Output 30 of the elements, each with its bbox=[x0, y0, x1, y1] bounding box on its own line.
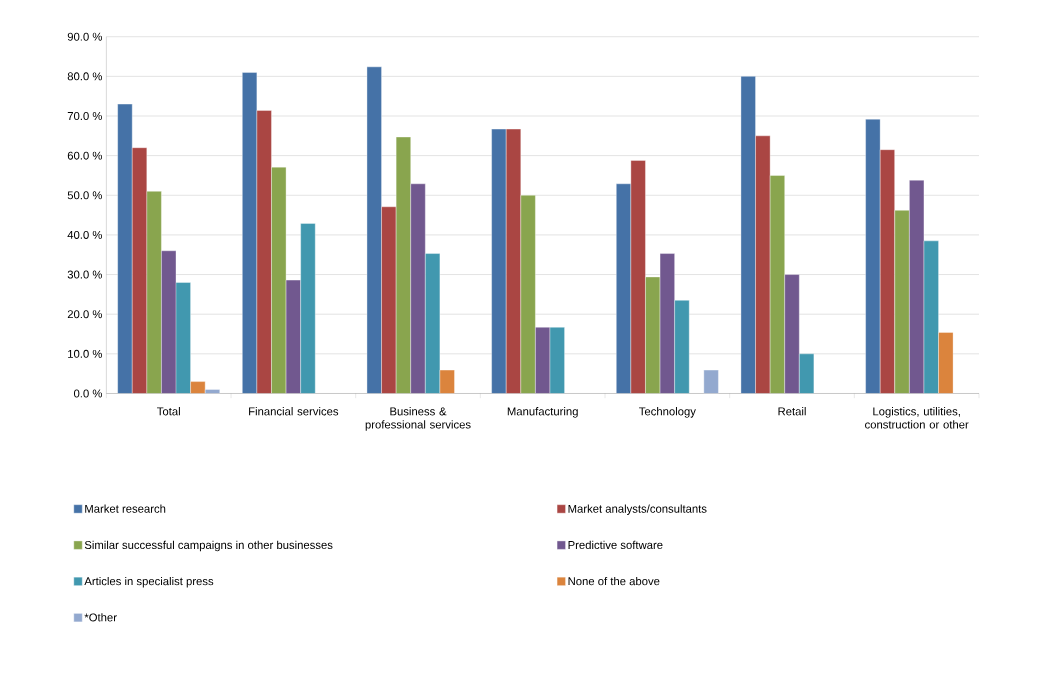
bar bbox=[894, 210, 910, 394]
x-tick-label: Manufacturing bbox=[507, 407, 578, 418]
y-tick-label: 60.0 % bbox=[67, 151, 102, 160]
y-tick-label: 0.0 % bbox=[73, 389, 103, 398]
x-tick-label: Retail bbox=[778, 407, 806, 416]
x-tick-label: Technology bbox=[639, 407, 696, 418]
y-tick-label: 30.0 % bbox=[67, 270, 102, 279]
y-tick-label: 70.0 % bbox=[67, 112, 102, 121]
bar bbox=[784, 274, 800, 394]
bar bbox=[410, 183, 426, 394]
legend-label: *Other bbox=[84, 613, 117, 622]
bar bbox=[520, 195, 536, 394]
x-tick-label: Total bbox=[157, 407, 180, 416]
legend-label: Predictive software bbox=[568, 540, 663, 550]
y-tick-label: 40.0 % bbox=[67, 231, 102, 240]
x-tick-label: Business & professional services bbox=[365, 407, 471, 431]
legend-label: None of the above bbox=[568, 577, 660, 586]
legend-label: Articles in specialist press bbox=[84, 577, 214, 588]
y-tick-label: 80.0 % bbox=[67, 72, 102, 81]
bar bbox=[146, 191, 162, 394]
legend-label: Market research bbox=[85, 504, 166, 513]
x-tick-label: Logistics, utilities, construction or other bbox=[865, 407, 969, 429]
y-tick-label: 90.0 % bbox=[67, 32, 102, 41]
bar bbox=[703, 370, 719, 394]
x-tick-label: Financial services bbox=[249, 407, 339, 416]
legend-label: Similar successful campaigns in other businesses bbox=[84, 540, 333, 552]
y-tick-label: 10.0 % bbox=[68, 349, 102, 358]
y-tick-label: 20.0 % bbox=[67, 310, 102, 319]
y-tick-label: 50.0 % bbox=[67, 191, 102, 200]
legend-label: Market analysts/consultants bbox=[568, 504, 707, 516]
